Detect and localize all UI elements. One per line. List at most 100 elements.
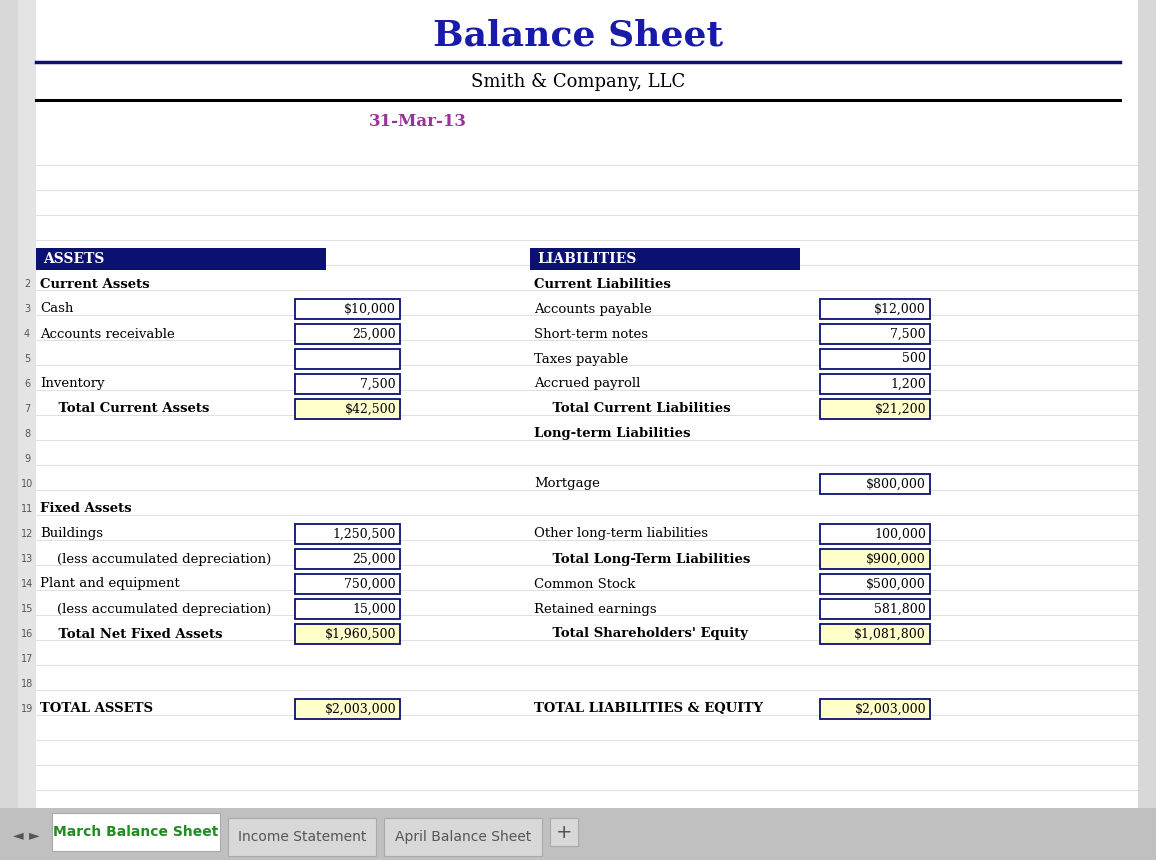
- Text: $10,000: $10,000: [344, 303, 397, 316]
- Text: 8: 8: [24, 429, 30, 439]
- Bar: [820, 599, 929, 619]
- Text: 19: 19: [21, 704, 34, 714]
- Text: Mortgage: Mortgage: [534, 477, 600, 490]
- Text: Long-term Liabilities: Long-term Liabilities: [534, 427, 690, 440]
- Text: ◄: ◄: [13, 828, 23, 842]
- Text: 500: 500: [902, 353, 926, 366]
- Text: 2: 2: [24, 279, 30, 289]
- Text: 12: 12: [21, 529, 34, 539]
- Bar: [820, 699, 929, 719]
- Text: TOTAL ASSETS: TOTAL ASSETS: [40, 703, 153, 716]
- Bar: [820, 374, 929, 394]
- Text: Inventory: Inventory: [40, 378, 105, 390]
- Text: 11: 11: [21, 504, 34, 514]
- Text: Retained earnings: Retained earnings: [534, 603, 657, 616]
- Text: ►: ►: [29, 828, 39, 842]
- Text: 3: 3: [24, 304, 30, 314]
- Text: 750,000: 750,000: [344, 578, 397, 591]
- Text: 9: 9: [24, 454, 30, 464]
- Text: 7,500: 7,500: [361, 378, 397, 390]
- Bar: [820, 549, 929, 569]
- Text: $800,000: $800,000: [866, 477, 926, 490]
- Text: Short-term notes: Short-term notes: [534, 328, 649, 341]
- Text: $900,000: $900,000: [866, 552, 926, 566]
- Text: $1,081,800: $1,081,800: [854, 628, 926, 641]
- Bar: [295, 349, 400, 369]
- Text: +: +: [556, 822, 572, 841]
- Text: Smith & Company, LLC: Smith & Company, LLC: [470, 73, 686, 91]
- Text: March Balance Sheet: March Balance Sheet: [53, 825, 218, 839]
- Text: LIABILITIES: LIABILITIES: [538, 252, 636, 266]
- Bar: [820, 299, 929, 319]
- Bar: [295, 399, 400, 419]
- Text: Current Liabilities: Current Liabilities: [534, 278, 670, 291]
- Text: Total Net Fixed Assets: Total Net Fixed Assets: [40, 628, 222, 641]
- Text: 31-Mar-13: 31-Mar-13: [369, 114, 467, 131]
- Text: 4: 4: [24, 329, 30, 339]
- Bar: [295, 574, 400, 594]
- Text: 25,000: 25,000: [353, 328, 397, 341]
- Bar: [384, 818, 542, 856]
- Text: 581,800: 581,800: [874, 603, 926, 616]
- Bar: [295, 699, 400, 719]
- Bar: [820, 524, 929, 544]
- Text: 15,000: 15,000: [353, 603, 397, 616]
- Text: Total Current Liabilities: Total Current Liabilities: [534, 402, 731, 415]
- Bar: [295, 624, 400, 644]
- Text: (less accumulated depreciation): (less accumulated depreciation): [40, 552, 272, 566]
- Text: Current Assets: Current Assets: [40, 278, 149, 291]
- Text: Income Statement: Income Statement: [238, 830, 366, 844]
- Text: Fixed Assets: Fixed Assets: [40, 502, 132, 515]
- Text: Accrued payroll: Accrued payroll: [534, 378, 640, 390]
- Bar: [18, 0, 36, 808]
- Text: Cash: Cash: [40, 303, 73, 316]
- Bar: [820, 399, 929, 419]
- Bar: [550, 818, 578, 846]
- Bar: [820, 574, 929, 594]
- Bar: [0, 808, 1156, 860]
- Text: $12,000: $12,000: [874, 303, 926, 316]
- Text: $21,200: $21,200: [874, 402, 926, 415]
- Text: (less accumulated depreciation): (less accumulated depreciation): [40, 603, 272, 616]
- Text: $500,000: $500,000: [866, 578, 926, 591]
- Bar: [295, 374, 400, 394]
- Text: $1,960,500: $1,960,500: [325, 628, 397, 641]
- Bar: [529, 248, 800, 270]
- Text: Common Stock: Common Stock: [534, 578, 636, 591]
- Text: 25,000: 25,000: [353, 552, 397, 566]
- Bar: [0, 810, 1156, 860]
- Bar: [295, 324, 400, 344]
- Text: Buildings: Buildings: [40, 527, 103, 540]
- Bar: [36, 248, 326, 270]
- Text: 14: 14: [21, 579, 34, 589]
- Text: 6: 6: [24, 379, 30, 389]
- Text: Plant and equipment: Plant and equipment: [40, 578, 179, 591]
- Bar: [820, 624, 929, 644]
- Text: $42,500: $42,500: [344, 402, 397, 415]
- Text: 5: 5: [24, 354, 30, 364]
- Text: 1,200: 1,200: [890, 378, 926, 390]
- Text: 7,500: 7,500: [890, 328, 926, 341]
- Bar: [228, 818, 376, 856]
- Text: 100,000: 100,000: [874, 527, 926, 540]
- Bar: [295, 549, 400, 569]
- Text: 13: 13: [21, 554, 34, 564]
- Text: Total Long-Term Liabilities: Total Long-Term Liabilities: [534, 552, 750, 566]
- Text: ASSETS: ASSETS: [43, 252, 104, 266]
- Text: Total Current Assets: Total Current Assets: [40, 402, 209, 415]
- Text: Accounts payable: Accounts payable: [534, 303, 652, 316]
- Text: 1,250,500: 1,250,500: [333, 527, 397, 540]
- Text: 17: 17: [21, 654, 34, 664]
- Text: Taxes payable: Taxes payable: [534, 353, 628, 366]
- Bar: [295, 524, 400, 544]
- Text: Balance Sheet: Balance Sheet: [434, 18, 722, 52]
- Text: $2,003,000: $2,003,000: [325, 703, 397, 716]
- Text: 18: 18: [21, 679, 34, 689]
- Text: 10: 10: [21, 479, 34, 489]
- Text: Other long-term liabilities: Other long-term liabilities: [534, 527, 707, 540]
- Bar: [295, 299, 400, 319]
- Text: Total Shareholders' Equity: Total Shareholders' Equity: [534, 628, 748, 641]
- Text: April Balance Sheet: April Balance Sheet: [395, 830, 531, 844]
- Bar: [52, 813, 220, 851]
- Bar: [820, 474, 929, 494]
